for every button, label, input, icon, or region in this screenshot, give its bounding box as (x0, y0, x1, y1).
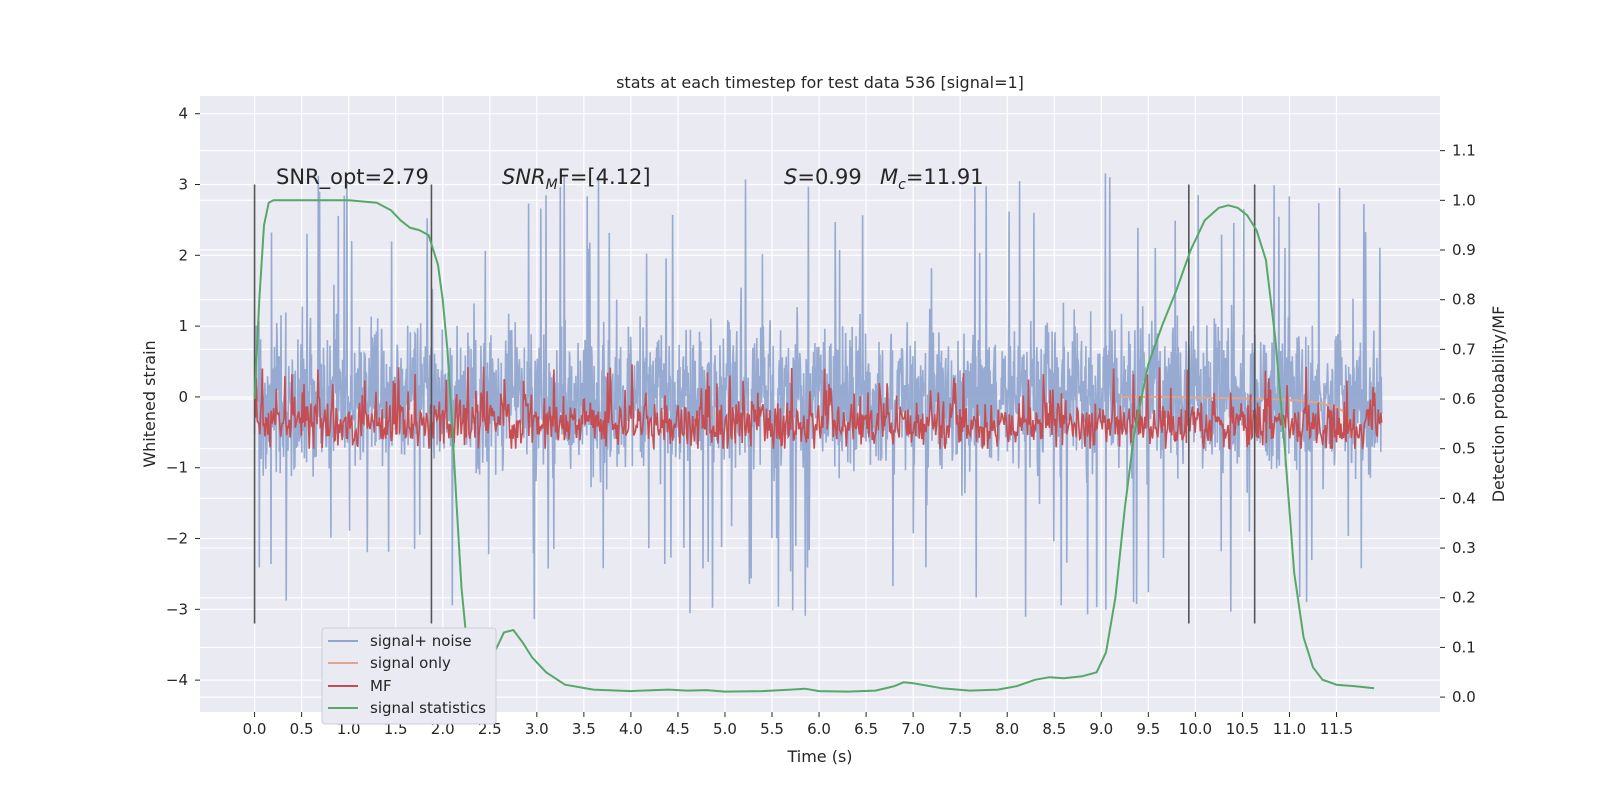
y-tick-label: 3 (178, 176, 188, 194)
y-tick-label: 2 (178, 246, 188, 264)
x-tick-label: 7.5 (948, 720, 972, 738)
x-tick-label: 3.0 (525, 720, 549, 738)
y-tick-label: −3 (166, 600, 188, 618)
y2-tick-label: 0.2 (1452, 589, 1476, 607)
tick-labels: 0.0 0.5 1.0 1.5 2.0 2.5 3.0 3.5 4.0 4.5 5.0 5.5 6.0 6… (166, 105, 1476, 738)
mf-line (254, 364, 1383, 450)
legend-label-signal-statistics: signal statistics (370, 699, 486, 717)
y2-tick-label: 0.8 (1452, 291, 1476, 309)
legend-label-signal-only: signal only (370, 654, 451, 672)
y2-tick-label: 0.6 (1452, 390, 1476, 408)
signal-statistics-line (253, 199, 1375, 693)
y-axis-label: Whitened strain (140, 340, 159, 467)
x-tick-label: 9.0 (1089, 720, 1113, 738)
legend-label-signal-noise: signal+ noise (370, 632, 472, 650)
y2-tick-label: 0.5 (1452, 440, 1476, 458)
annotation-mc: Mc=11.91 (880, 165, 984, 193)
annotation-s: S=0.99 (784, 165, 862, 189)
x-tick-label: 11.5 (1320, 720, 1353, 738)
x-tick-label: 8.5 (1042, 720, 1066, 738)
y-tick-label: 0 (178, 388, 188, 406)
legend-box (321, 627, 497, 725)
x-axis-label: Time (s) (786, 747, 852, 766)
y-tick-label: −1 (166, 459, 188, 477)
x-tick-label: 0.0 (243, 720, 267, 738)
y2-tick-label: 0.3 (1452, 539, 1476, 557)
y-tick-label: 4 (178, 105, 188, 123)
y-tick-label: 1 (178, 317, 188, 335)
x-tick-label: 6.0 (807, 720, 831, 738)
y2-tick-label: 1.1 (1452, 142, 1476, 160)
x-tick-label: 5.0 (713, 720, 737, 738)
x-tick-label: 6.5 (854, 720, 878, 738)
x-tick-label: 11.0 (1273, 720, 1306, 738)
series-signal-statistics (253, 199, 1375, 693)
x-tick-label: 10.5 (1226, 720, 1259, 738)
x-tick-label: 5.5 (760, 720, 784, 738)
y2-tick-label: 0.7 (1452, 340, 1476, 358)
y2-tick-label: 0.4 (1452, 489, 1476, 507)
y2-tick-label: 0.9 (1452, 241, 1476, 259)
y2-tick-label: 0.0 (1452, 688, 1476, 706)
series-mf (254, 364, 1383, 450)
x-tick-label: 8.0 (995, 720, 1019, 738)
y2-axis-label: Detection probability/MF (1489, 306, 1508, 503)
y-tick-label: −2 (166, 530, 188, 548)
x-tick-label: 7.0 (901, 720, 925, 738)
y-tick-label: −4 (166, 671, 188, 689)
legend-label-mf: MF (370, 677, 392, 695)
x-tick-label: 10.0 (1179, 720, 1212, 738)
annotation-snr-opt: SNR_opt=2.79 (276, 165, 429, 190)
chart-title: stats at each timestep for test data 536… (616, 73, 1024, 92)
x-tick-label: 3.5 (572, 720, 596, 738)
x-tick-label: 0.5 (290, 720, 314, 738)
annotation-snr-mf: SNRMF=[4.12] (502, 165, 651, 193)
y2-tick-label: 0.1 (1452, 638, 1476, 656)
x-tick-label: 9.5 (1136, 720, 1160, 738)
legend: signal+ noise signal only MF signal stat… (321, 627, 497, 725)
x-tick-label: 4.5 (666, 720, 690, 738)
y2-tick-label: 1.0 (1452, 191, 1476, 209)
x-tick-label: 4.0 (619, 720, 643, 738)
